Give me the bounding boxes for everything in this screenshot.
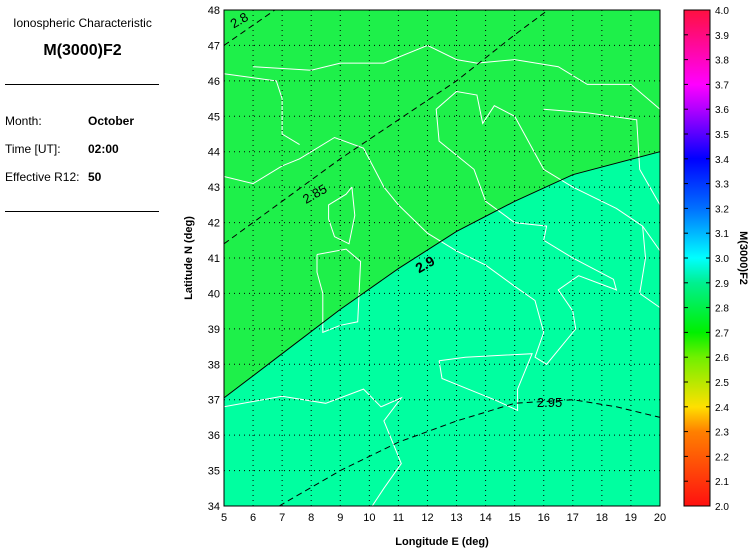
x-tick-label: 6 (250, 512, 256, 524)
y-tick-label: 40 (208, 288, 220, 300)
colorbar-tick-label: 2.6 (715, 353, 729, 364)
contour-line (223, 9, 549, 245)
x-tick-label: 9 (337, 512, 343, 524)
y-tick-label: 36 (208, 430, 220, 442)
y-tick-label: 46 (208, 76, 220, 88)
region-2.8-2.9 (224, 10, 660, 398)
coast-corsica (328, 186, 356, 245)
colorbar-tick-label: 3.6 (715, 105, 729, 116)
y-tick-label: 48 (208, 5, 220, 17)
border-balkans (543, 108, 661, 206)
y-tick-label: 43 (208, 182, 220, 194)
x-tick-label: 16 (538, 512, 550, 524)
colorbar-tick-label: 2.1 (715, 477, 729, 488)
divider (5, 211, 159, 212)
y-tick-label: 35 (208, 466, 220, 478)
colorbar-tick-label: 3.1 (715, 229, 729, 240)
colorbar-tick-label: 2.3 (715, 428, 729, 439)
map-plot-area: 5 6 7 8 9 10 11 12 13 14 15 16 17 18 19 20 34 35 36 37 38 39 4… (208, 5, 666, 524)
colorbar-tick-label: 3.5 (715, 130, 729, 141)
colorbar-tick-label: 2.9 (715, 279, 729, 290)
time-label: Time [UT]: (5, 142, 61, 156)
y-tick-label: 44 (208, 147, 220, 159)
x-tick-label: 20 (654, 512, 666, 524)
colorbar-tick-label: 3.2 (715, 204, 729, 215)
y-tick-label: 39 (208, 324, 220, 336)
characteristic-subtitle: Ionospheric Characteristic (13, 16, 152, 30)
contour-line (278, 399, 661, 507)
contour-line (223, 9, 276, 46)
colorbar-tick-label: 3.0 (715, 254, 729, 265)
x-tick-label: 13 (450, 512, 462, 524)
y-tick-label: 34 (208, 501, 220, 513)
colorbar-tick-label: 2.4 (715, 403, 729, 414)
x-tick-label: 8 (308, 512, 314, 524)
colorbar-tick-label: 2.5 (715, 378, 729, 389)
colorbar-tick-label: 3.7 (715, 80, 729, 91)
border-alps (223, 73, 300, 146)
y-tick-label: 41 (208, 253, 220, 265)
characteristic-title: M(3000)F2 (43, 42, 122, 59)
coast-sicily (438, 353, 533, 412)
x-tick-label: 11 (393, 512, 404, 524)
colorbar-tick-label: 3.9 (715, 31, 729, 42)
contour-line (223, 151, 661, 399)
month-value: October (88, 114, 135, 128)
colorbar-tick-label: 3.3 (715, 180, 729, 191)
x-tick-label: 12 (421, 512, 433, 524)
colorbar-tick-label: 2.8 (715, 304, 729, 315)
coast-africa (223, 388, 403, 507)
x-tick-label: 17 (567, 512, 579, 524)
colorbar-tick-label: 3.8 (715, 56, 729, 67)
colorbar (683, 9, 711, 507)
y-tick-label: 37 (208, 395, 220, 407)
divider (5, 84, 159, 85)
contour-label: 2.95 (537, 395, 562, 410)
y-tick-label: 38 (208, 359, 220, 371)
colorbar-tick-label: 4.0 (715, 6, 729, 17)
r12-label: Effective R12: (5, 170, 80, 184)
x-axis-title: Longitude E (deg) (395, 536, 489, 548)
x-tick-label: 10 (363, 512, 375, 524)
colorbar-title: M(3000)F2 (737, 231, 749, 285)
coast-greece (642, 225, 661, 252)
y-tick-label: 42 (208, 218, 220, 230)
y-axis-title: Latitude N (deg) (183, 216, 195, 300)
colorbar-tick-label: 2.2 (715, 452, 729, 463)
colorbar-tick-label: 2.7 (715, 328, 729, 339)
y-tick-label: 47 (208, 40, 220, 52)
border-north (253, 44, 661, 110)
time-value: 02:00 (88, 142, 119, 156)
plot-frame (223, 9, 661, 507)
month-label: Month: (5, 114, 42, 128)
y-tick-label: 45 (208, 111, 220, 123)
x-tick-label: 14 (479, 512, 491, 524)
colorbar-tick-label: 2.0 (715, 502, 729, 513)
r12-value: 50 (88, 170, 102, 184)
x-tick-label: 5 (221, 512, 227, 524)
colorbar-tick-label: 3.4 (715, 155, 729, 166)
colorbar-ticks: 2.0 2.1 2.2 2.3 2.4 2.5 2.6 2.7 2.8 2.9 3.0 3.1 3.2 3… (684, 6, 729, 513)
x-tick-label: 18 (596, 512, 608, 524)
x-tick-label: 19 (625, 512, 637, 524)
x-tick-label: 15 (509, 512, 521, 524)
x-tick-label: 7 (279, 512, 285, 524)
